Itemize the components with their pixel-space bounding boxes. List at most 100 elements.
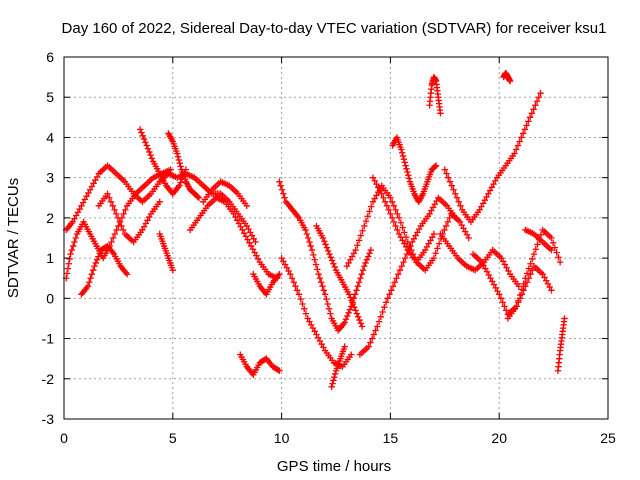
data-point-interp <box>177 163 184 170</box>
data-point-interp <box>95 253 102 260</box>
data-point-interp <box>297 295 304 303</box>
data-point-interp <box>432 250 439 257</box>
data-point-interp <box>331 373 338 381</box>
data-point-interp <box>323 244 331 251</box>
data-point-interp <box>327 254 334 261</box>
data-point-interp <box>381 303 388 311</box>
data-point-interp <box>138 129 145 136</box>
data-point-interp <box>489 278 496 285</box>
data-point-interp <box>81 196 89 203</box>
y-tick-label: 4 <box>46 129 54 145</box>
data-point-interp <box>460 225 467 232</box>
data-point-interp <box>443 170 450 177</box>
data-point-interp <box>66 255 73 263</box>
data-point-interp <box>462 228 469 235</box>
data-point-interp <box>69 242 77 250</box>
data-point-interp <box>323 295 330 303</box>
data-point-interp <box>485 271 492 279</box>
data-point-interp <box>237 223 244 230</box>
data-point <box>548 287 555 294</box>
data-point-interp <box>88 271 96 278</box>
data-point <box>167 166 174 173</box>
data-point-interp <box>512 146 520 153</box>
data-point <box>278 254 285 262</box>
data-point <box>465 234 472 242</box>
data-point-interp <box>445 174 452 181</box>
data-point-interp <box>396 266 404 274</box>
data-point <box>243 222 250 230</box>
data-point <box>136 126 144 133</box>
data-point <box>422 246 429 254</box>
data-point-interp <box>553 249 560 256</box>
data-point-interp <box>405 172 412 179</box>
data-point-interp <box>488 184 496 191</box>
data-point-interp <box>324 247 332 255</box>
data-point <box>326 250 333 258</box>
data-point-interp <box>486 187 494 194</box>
data-point-interp <box>330 377 337 384</box>
data-point-interp <box>325 305 333 312</box>
data-point-interp <box>397 219 405 226</box>
data-point-interp <box>490 281 498 288</box>
data-point-interp <box>518 286 526 293</box>
data-point <box>522 275 529 282</box>
data-point <box>321 291 329 298</box>
data-point-interp <box>399 224 406 231</box>
data-point-interp <box>505 267 512 275</box>
y-tick-label: 6 <box>46 49 54 65</box>
series-sat-track-e <box>165 130 203 201</box>
data-point-interp <box>348 297 355 304</box>
data-point-interp <box>355 279 363 286</box>
data-point-interp <box>146 213 153 221</box>
data-point <box>361 262 368 270</box>
data-point <box>430 230 438 238</box>
data-point-interp <box>370 331 378 338</box>
data-point-interp <box>362 217 370 225</box>
data-point <box>67 250 74 258</box>
data-point-interp <box>351 291 359 298</box>
data-point-interp <box>85 189 92 197</box>
series-sat-track-l <box>313 222 366 330</box>
data-point <box>450 186 457 193</box>
data-point <box>402 162 409 169</box>
data-point-interp <box>106 194 113 201</box>
data-point-interp <box>194 193 202 201</box>
data-point <box>374 323 381 330</box>
series-sat-track-y <box>554 315 568 374</box>
data-point-interp <box>525 118 532 125</box>
data-point <box>341 319 348 326</box>
data-point-interp <box>359 227 366 234</box>
data-point-interp <box>490 180 497 188</box>
data-point-interp <box>329 380 336 387</box>
data-point <box>156 198 163 205</box>
data-point <box>352 246 359 254</box>
data-point-interp <box>283 264 291 271</box>
grid-lines <box>64 57 608 419</box>
data-point-interp <box>434 245 441 252</box>
data-point-interp <box>147 151 154 159</box>
data-point-interp <box>142 139 149 146</box>
data-point <box>173 150 181 157</box>
data-point-interp <box>541 274 548 281</box>
data-point-interp <box>120 210 127 218</box>
data-point <box>387 210 394 218</box>
data-point-interp <box>518 134 525 141</box>
data-point-interp <box>331 263 338 271</box>
data-point-interp <box>72 234 79 242</box>
data-point-interp <box>140 135 148 143</box>
data-point-interp <box>327 310 334 317</box>
data-point-interp <box>452 190 459 197</box>
data-point-interp <box>372 327 379 334</box>
data-point-interp <box>380 194 387 201</box>
data-point-interp <box>144 217 151 224</box>
data-point <box>319 234 327 242</box>
data-point-interp <box>306 318 313 325</box>
data-point-interp <box>311 256 318 263</box>
data-point <box>230 210 237 218</box>
data-point <box>315 271 322 278</box>
data-point <box>139 226 146 234</box>
data-point-interp <box>247 229 254 236</box>
data-point-interp <box>235 220 243 227</box>
data-point-interp <box>389 283 397 290</box>
